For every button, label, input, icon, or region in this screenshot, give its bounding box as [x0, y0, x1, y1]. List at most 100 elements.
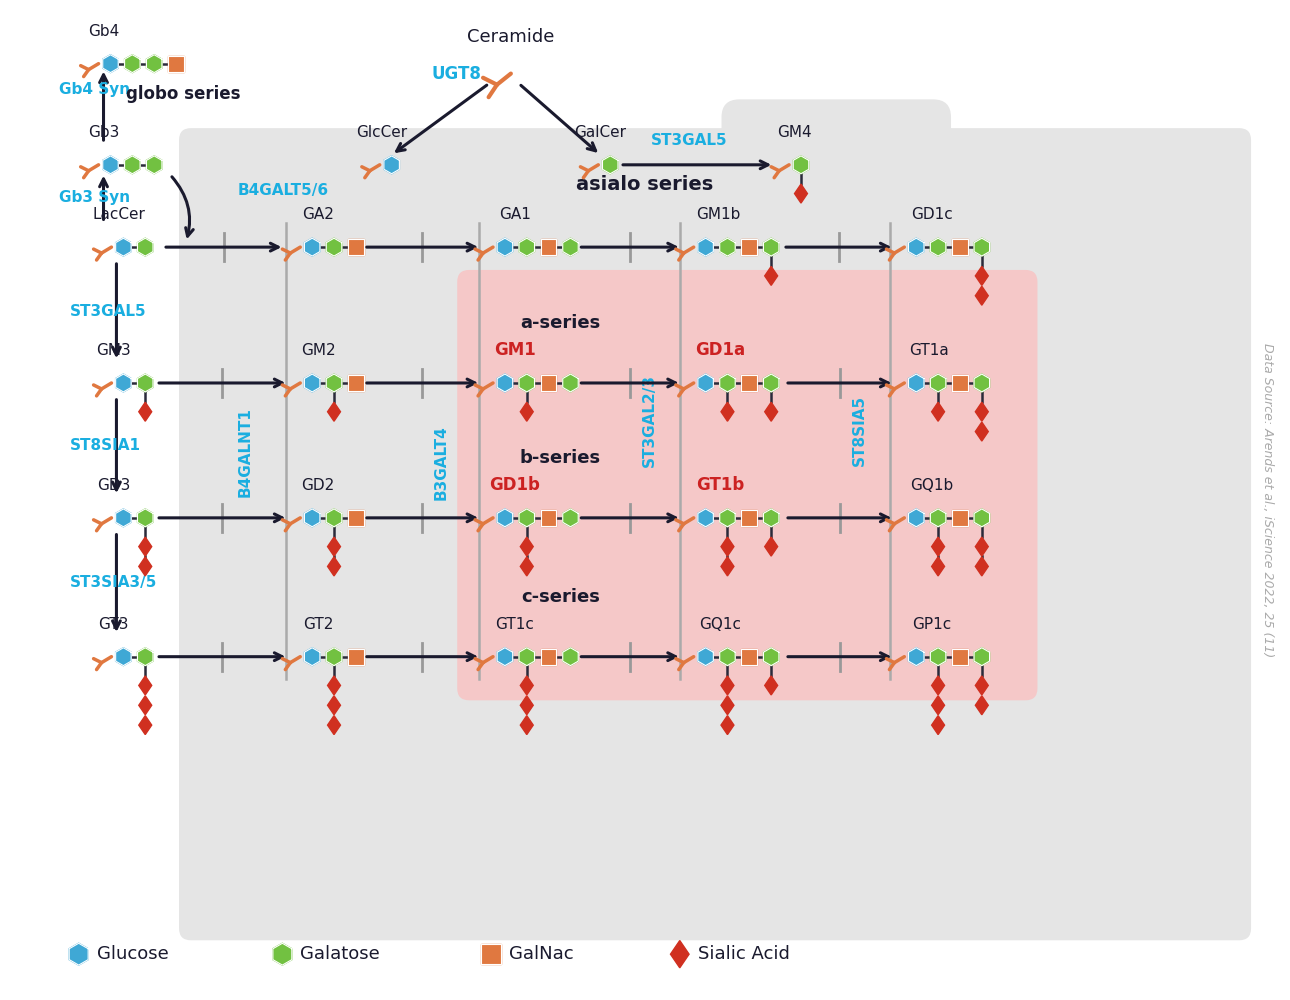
Polygon shape [931, 716, 944, 735]
Polygon shape [721, 676, 734, 695]
Text: GD3: GD3 [97, 478, 130, 493]
Text: Ceramide: Ceramide [467, 28, 555, 46]
Text: ST3GAL2/3: ST3GAL2/3 [641, 374, 657, 467]
Polygon shape [304, 509, 320, 527]
Text: GlcCer: GlcCer [356, 125, 408, 140]
Polygon shape [764, 238, 779, 256]
Text: ST8SIA1: ST8SIA1 [70, 438, 141, 453]
Polygon shape [698, 648, 713, 666]
Polygon shape [125, 156, 141, 174]
Polygon shape [765, 266, 778, 285]
Polygon shape [721, 716, 734, 735]
Bar [541, 649, 556, 665]
Polygon shape [975, 557, 988, 576]
Bar [952, 375, 968, 391]
Polygon shape [138, 374, 154, 392]
Text: GM1b: GM1b [697, 207, 740, 222]
Polygon shape [721, 537, 734, 556]
Text: GP1c: GP1c [912, 617, 952, 632]
Polygon shape [931, 696, 944, 715]
Polygon shape [116, 648, 132, 666]
Polygon shape [975, 266, 988, 285]
Polygon shape [138, 238, 154, 256]
Polygon shape [520, 537, 533, 556]
Polygon shape [328, 402, 341, 421]
Text: GalCer: GalCer [574, 125, 626, 140]
Polygon shape [931, 676, 944, 695]
Text: B4GALT5/6: B4GALT5/6 [237, 183, 329, 198]
Polygon shape [764, 374, 779, 392]
Polygon shape [975, 696, 988, 715]
Polygon shape [671, 941, 689, 968]
Polygon shape [930, 648, 946, 666]
Polygon shape [562, 509, 578, 527]
Polygon shape [328, 676, 341, 695]
Polygon shape [116, 374, 132, 392]
Bar [348, 375, 364, 391]
Text: c-series: c-series [521, 588, 600, 606]
Polygon shape [974, 374, 989, 392]
Polygon shape [139, 557, 152, 576]
Text: Data Source: Arends et al., iScience 2022, 25 (11): Data Source: Arends et al., iScience 202… [1262, 343, 1275, 657]
Polygon shape [520, 696, 533, 715]
Polygon shape [908, 509, 924, 527]
Polygon shape [975, 676, 988, 695]
Polygon shape [497, 374, 512, 392]
Bar [742, 510, 757, 526]
Polygon shape [765, 537, 778, 556]
Polygon shape [562, 374, 578, 392]
Text: Gb4 Syn: Gb4 Syn [59, 82, 130, 97]
Polygon shape [138, 648, 154, 666]
Polygon shape [326, 509, 342, 527]
Polygon shape [720, 238, 735, 256]
Text: GD2: GD2 [302, 478, 334, 493]
Polygon shape [975, 422, 988, 441]
Polygon shape [720, 509, 735, 527]
Text: b-series: b-series [520, 449, 601, 467]
Polygon shape [562, 648, 578, 666]
Bar [348, 649, 364, 665]
Polygon shape [139, 716, 152, 735]
Polygon shape [497, 648, 512, 666]
Polygon shape [698, 374, 713, 392]
Polygon shape [139, 402, 152, 421]
FancyBboxPatch shape [457, 270, 1037, 700]
Polygon shape [930, 374, 946, 392]
Text: GT1a: GT1a [909, 343, 949, 358]
Polygon shape [273, 943, 292, 965]
Text: ST3GAL5: ST3GAL5 [650, 133, 728, 148]
Polygon shape [326, 374, 342, 392]
Polygon shape [795, 184, 808, 203]
Polygon shape [139, 696, 152, 715]
Text: Gb4: Gb4 [88, 24, 119, 39]
Bar [952, 239, 968, 255]
Text: GA1: GA1 [499, 207, 530, 222]
Polygon shape [125, 55, 141, 73]
Polygon shape [326, 238, 342, 256]
Text: GT3: GT3 [98, 617, 129, 632]
Bar [742, 375, 757, 391]
Text: GM4: GM4 [777, 125, 811, 140]
Polygon shape [562, 238, 578, 256]
Polygon shape [497, 238, 512, 256]
Polygon shape [139, 676, 152, 695]
Polygon shape [328, 557, 341, 576]
Polygon shape [931, 537, 944, 556]
Bar [168, 56, 184, 72]
Polygon shape [975, 537, 988, 556]
Polygon shape [602, 156, 618, 174]
FancyBboxPatch shape [721, 99, 951, 252]
Text: GQ1b: GQ1b [911, 478, 953, 493]
Text: globo series: globo series [126, 85, 241, 103]
Bar [952, 649, 968, 665]
Bar [742, 649, 757, 665]
Text: asialo series: asialo series [577, 175, 713, 194]
Polygon shape [698, 238, 713, 256]
Polygon shape [908, 238, 924, 256]
Polygon shape [328, 696, 341, 715]
Polygon shape [765, 402, 778, 421]
Polygon shape [974, 238, 989, 256]
Text: GD1a: GD1a [695, 341, 746, 359]
Text: Sialic Acid: Sialic Acid [698, 945, 789, 963]
Bar [348, 510, 364, 526]
